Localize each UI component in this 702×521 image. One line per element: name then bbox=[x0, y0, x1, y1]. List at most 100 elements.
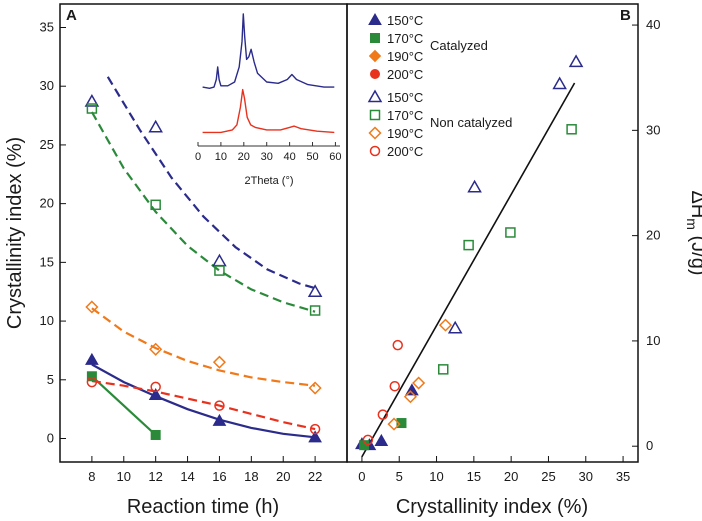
point-150c-non-catalyzed bbox=[307, 284, 323, 297]
point-200c-non-catalyzed bbox=[86, 376, 98, 388]
fit-170c-non-catalyzed bbox=[90, 111, 316, 313]
panel-b-y-tick-label: 40 bbox=[646, 17, 660, 32]
point-170c-catalyzed bbox=[150, 429, 161, 440]
panel-a-x-tick-label: 16 bbox=[212, 469, 226, 484]
point-200c-non-catalyzed bbox=[309, 423, 321, 435]
legend-label-200c-non-catalyzed: 200°C bbox=[387, 144, 423, 159]
panel-b-x-axis: 0 5 10 15 20 25 30 35 bbox=[358, 456, 630, 484]
panel-a-y-tick-label: 35 bbox=[40, 19, 54, 34]
panel-a-fit-curves bbox=[90, 76, 316, 439]
panel-b-x-tick-label: 25 bbox=[541, 469, 555, 484]
panel-b-x-axis-title: Crystallinity index (%) bbox=[396, 496, 588, 518]
point-190c-non-catalyzed bbox=[387, 417, 401, 431]
point-150c-non-catalyzed bbox=[568, 54, 584, 68]
panel-a-y-tick-label: 15 bbox=[40, 254, 54, 269]
point-170c-non-catalyzed bbox=[505, 227, 516, 238]
panel-a-x-axis: 8 10 12 14 16 18 20 22 bbox=[88, 456, 322, 484]
panel-b-y-axis-title-main: ΔH bbox=[687, 190, 702, 218]
point-200c-non-catalyzed bbox=[389, 380, 401, 392]
legend-marker-150c-non-catalyzed bbox=[367, 89, 383, 103]
legend-marker-190c-catalyzed bbox=[368, 49, 382, 63]
panel-b-label: B bbox=[620, 7, 631, 24]
inset-x-tick-label: 40 bbox=[283, 151, 295, 163]
point-150c-non-catalyzed bbox=[148, 119, 163, 133]
fit-200c-non-catalyzed bbox=[91, 379, 316, 431]
panel-a-x-tick-label: 22 bbox=[308, 469, 322, 484]
inset-patterns bbox=[202, 13, 335, 134]
legend-label-170c-non-catalyzed: 170°C bbox=[387, 108, 423, 123]
point-200c-non-catalyzed bbox=[377, 409, 389, 420]
legend-marker-190c-non-catalyzed bbox=[368, 126, 382, 140]
point-150c-catalyzed bbox=[374, 433, 389, 446]
panel-b-x-tick-label: 30 bbox=[579, 469, 593, 484]
inset-x-tick-label: 60 bbox=[329, 151, 341, 163]
point-190c-non-catalyzed bbox=[403, 390, 417, 404]
panel-a-y-axis-title: Crystallinity index (%) bbox=[4, 137, 26, 329]
legend-label-190c-non-catalyzed: 190°C bbox=[387, 126, 423, 141]
point-190c-non-catalyzed bbox=[212, 355, 227, 369]
panel-b-y-axis-title-units: (J/g) bbox=[687, 230, 702, 276]
panel-a-y-axis: 0 5 10 15 20 25 30 35 bbox=[40, 19, 66, 446]
point-150c-catalyzed bbox=[148, 388, 163, 401]
legend-label-190c-catalyzed: 190°C bbox=[387, 49, 423, 64]
fit-190c-non-catalyzed bbox=[91, 307, 316, 387]
point-150c-catalyzed bbox=[85, 352, 99, 365]
fit-150c-catalyzed bbox=[91, 363, 316, 439]
point-200c-non-catalyzed bbox=[214, 400, 225, 411]
legend-non-catalyzed-label: Non catalyzed bbox=[430, 115, 512, 130]
inset-x-ticks: 0 10 20 30 40 50 60 bbox=[195, 142, 342, 163]
inset-x-tick-label: 0 bbox=[195, 151, 201, 163]
inset-x-tick-label: 10 bbox=[215, 151, 227, 163]
point-170c-non-catalyzed bbox=[150, 199, 161, 211]
point-150c-non-catalyzed bbox=[84, 93, 100, 107]
point-190c-non-catalyzed bbox=[85, 300, 99, 314]
legend-marker-200c-non-catalyzed bbox=[369, 145, 381, 157]
panel-a-y-tick-label: 5 bbox=[47, 372, 54, 387]
panel-a-x-tick-label: 12 bbox=[148, 469, 162, 484]
panel-a-y-tick-label: 20 bbox=[40, 196, 54, 211]
fit-150c-non-catalyzed bbox=[106, 76, 316, 290]
point-200c-non-catalyzed bbox=[150, 381, 161, 393]
panel-b-frame bbox=[346, 3, 639, 463]
inset-lower-pattern bbox=[202, 88, 335, 134]
panel-b-y-tick-label: 0 bbox=[646, 438, 653, 453]
panel-a-y-tick-label: 0 bbox=[47, 431, 54, 446]
inset-x-axis-title: 2Theta (°) bbox=[244, 175, 293, 187]
panel-b-legend: Catalyzed Non catalyzed 150°C 170°C 190°C 2… bbox=[367, 12, 512, 159]
inset-x-tick-label: 20 bbox=[238, 151, 250, 163]
point-170c-non-catalyzed bbox=[309, 305, 321, 316]
legend-catalyzed-label: Catalyzed bbox=[430, 38, 488, 53]
panel-a-x-tick-label: 18 bbox=[244, 469, 258, 484]
panel-b-data-points bbox=[355, 54, 584, 451]
panel-a-x-tick-label: 14 bbox=[180, 469, 194, 484]
panel-b-x-tick-label: 5 bbox=[396, 469, 403, 484]
panel-a: A 8 10 12 14 16 18 20 22 0 5 10 15 20 25 30 35 Reactio… bbox=[4, 3, 348, 518]
panel-b-y-axis: 0 10 20 30 40 bbox=[632, 17, 660, 453]
panel-b-y-tick-label: 30 bbox=[646, 122, 660, 137]
point-150c-non-catalyzed bbox=[467, 179, 482, 193]
panel-b-y-tick-label: 20 bbox=[646, 228, 660, 243]
point-200c-non-catalyzed bbox=[392, 339, 403, 351]
point-200c-non-catalyzed bbox=[362, 434, 374, 446]
panel-a-y-tick-label: 30 bbox=[40, 78, 54, 93]
inset-upper-pattern bbox=[202, 13, 335, 89]
panel-a-label: A bbox=[66, 7, 77, 24]
point-170c-catalyzed bbox=[86, 371, 97, 382]
panel-a-x-axis-title: Reaction time (h) bbox=[127, 496, 279, 518]
legend-marker-170c-catalyzed bbox=[370, 33, 380, 43]
legend-label-150c-non-catalyzed: 150°C bbox=[387, 90, 423, 105]
inset-x-tick-label: 50 bbox=[306, 151, 318, 163]
panel-b: B 0 5 10 15 20 25 30 35 0 10 20 30 40 Catalyzed Non… bbox=[346, 3, 702, 518]
panel-b-x-tick-label: 10 bbox=[429, 469, 443, 484]
legend-label-170c-catalyzed: 170°C bbox=[387, 31, 423, 46]
panel-a-y-tick-label: 25 bbox=[40, 137, 54, 152]
regression-line bbox=[361, 82, 576, 458]
inset-x-tick-label: 30 bbox=[261, 151, 273, 163]
point-190c-non-catalyzed bbox=[308, 381, 322, 395]
legend-marker-150c-catalyzed bbox=[368, 12, 382, 25]
panel-b-y-axis-title: ΔHm (J/g) bbox=[684, 190, 702, 275]
panel-b-x-tick-label: 20 bbox=[504, 469, 518, 484]
fit-170c-catalyzed bbox=[91, 375, 157, 436]
panel-a-data-points bbox=[84, 93, 323, 443]
